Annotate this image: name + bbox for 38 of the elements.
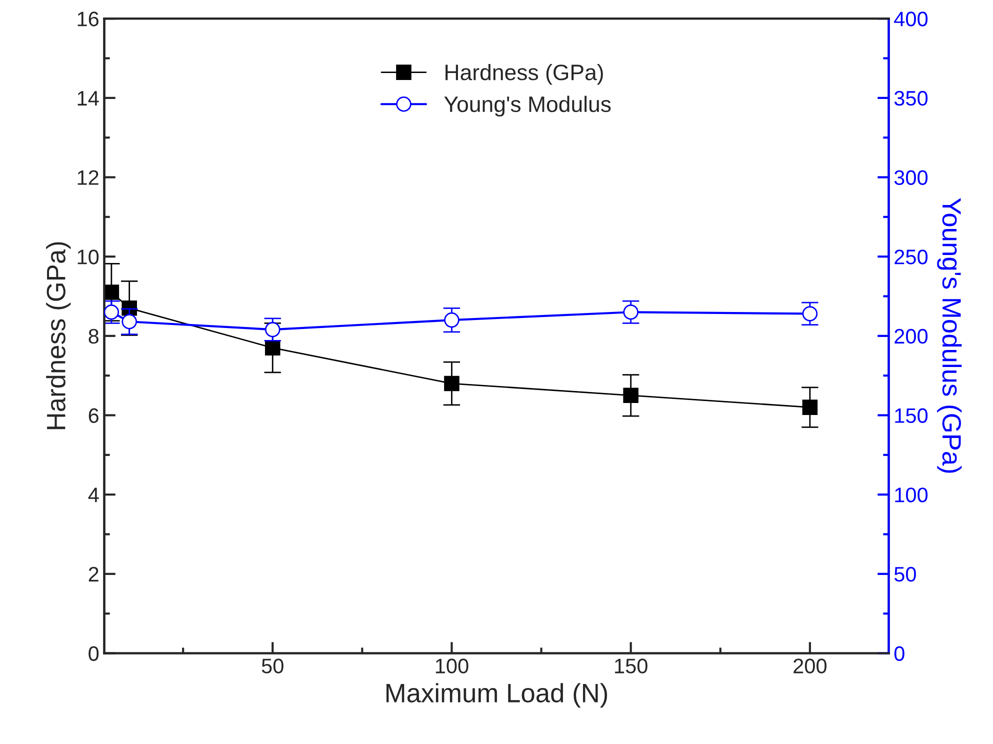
point xyxy=(104,304,120,320)
point xyxy=(264,322,280,338)
legend-label: Young's Modulus xyxy=(444,96,611,117)
y-tick-label: 8 xyxy=(88,328,98,344)
x-tick-label: 150 xyxy=(615,658,648,674)
y2-tick-label: 100 xyxy=(895,488,928,502)
point xyxy=(623,304,638,320)
x-tick-label: 200 xyxy=(794,658,826,674)
x-axis-title: Maximum Load (N) xyxy=(386,683,608,708)
y2-tick-label: 250 xyxy=(894,250,928,264)
y2-tick-label: 400 xyxy=(894,12,928,26)
y2-tick-label: 350 xyxy=(894,90,928,106)
y-tick-label: 2 xyxy=(88,566,98,582)
y2-tick-label: 150 xyxy=(895,408,928,423)
x-tick-label: 100 xyxy=(436,658,468,674)
point xyxy=(122,314,137,330)
y-tick-label: 4 xyxy=(88,488,99,502)
y-tick-label: 6 xyxy=(88,408,98,423)
point xyxy=(264,340,280,356)
y2-tick-label: 0 xyxy=(894,646,904,661)
y2-tick-label: 300 xyxy=(894,170,928,186)
y-tick-label: 12 xyxy=(78,170,98,185)
y-axis-title: Hardness (GPa) xyxy=(46,242,71,430)
legend-label: Hardness (GPa) xyxy=(446,64,603,85)
y2-tick-label: 50 xyxy=(894,566,916,582)
point xyxy=(802,306,818,322)
point xyxy=(623,388,638,404)
point xyxy=(444,312,460,328)
y2-axis-title: Young's Modulus (GPa) xyxy=(937,198,962,473)
y-tick-label: 14 xyxy=(78,91,99,106)
point xyxy=(444,376,460,392)
point xyxy=(802,400,818,415)
y2-tick-label: 200 xyxy=(894,328,928,344)
point xyxy=(104,284,120,300)
x-tick-label: 50 xyxy=(262,658,284,674)
y-tick-label: 10 xyxy=(78,250,99,264)
y-tick-label: 16 xyxy=(78,12,98,26)
y-tick-label: 0 xyxy=(88,646,99,661)
